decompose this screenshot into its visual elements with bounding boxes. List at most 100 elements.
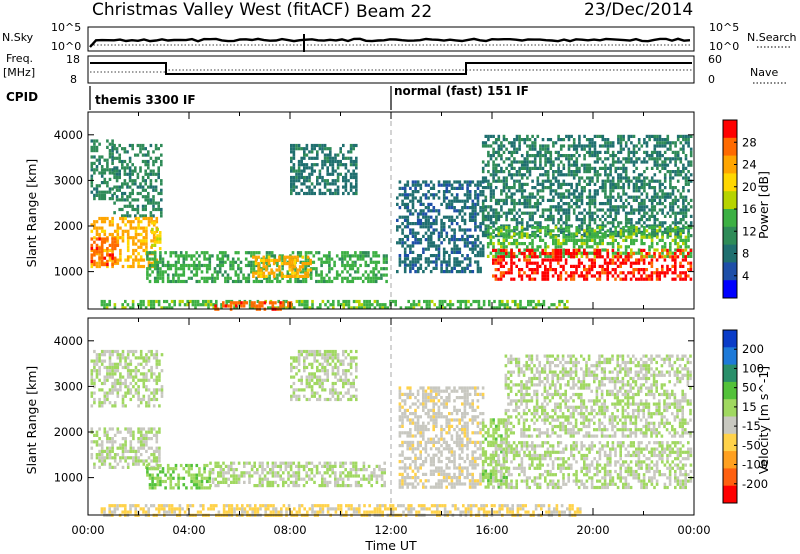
power-echo-cell [520,186,524,190]
velocity-echo-cell [121,353,125,357]
power-echo-cell [622,226,625,230]
power-echo-cell [603,271,607,275]
power-echo-cell [316,150,319,154]
power-echo-cell [627,134,631,138]
power-echo-cell [448,190,451,194]
power-echo-cell [290,166,293,170]
power-echo-cell [111,171,114,175]
power-echo-cell [90,261,94,265]
power-echo-cell [622,232,625,236]
power-echo-cell [585,238,589,242]
power-echo-cell [298,299,301,304]
power-echo-cell [134,179,137,183]
power-echo-cell [318,169,322,173]
power-echo-cell [429,244,433,248]
power-echo-cell [126,245,130,249]
power-echo-cell [308,166,311,170]
power-echo-cell [300,172,303,176]
power-echo-cell [611,254,615,258]
power-echo-cell [640,274,643,278]
power-echo-cell [502,255,505,259]
power-echo-cell [285,299,288,304]
power-echo-cell [494,248,498,252]
power-echo-cell [100,299,104,304]
velocity-echo-cell [93,381,96,386]
power-echo-cell [416,222,420,226]
power-echo-cell [570,277,573,281]
power-echo-cell [151,263,154,268]
power-echo-cell [474,218,477,222]
power-echo-cell [416,180,420,184]
power-echo-cell [250,260,253,264]
power-echo-cell [440,270,443,274]
power-echo-cell [121,236,125,240]
power-echo-cell [248,303,252,307]
power-echo-cell [141,214,145,218]
power-echo-cell [614,166,618,170]
power-echo-cell [100,250,104,254]
power-echo-cell [575,226,578,230]
power-echo-cell [304,257,308,261]
power-echo-cell [432,266,436,270]
power-echo-cell [609,221,612,225]
power-echo-cell [349,182,353,186]
power-echo-cell [154,159,158,164]
power-echo-cell [131,188,134,192]
power-echo-cell [565,208,568,212]
power-echo-cell [567,218,571,222]
power-echo-cell [461,215,464,219]
velocity-echo-cell [103,456,107,460]
power-echo-cell [510,264,513,268]
power-echo-cell [310,147,314,151]
velocity-echo-cell [126,369,130,373]
power-echo-cell [601,226,604,230]
power-echo-cell [648,134,651,138]
power-echo-cell [481,170,485,174]
power-echo-cell [684,195,688,199]
power-echo-cell [252,263,256,268]
power-echo-cell [409,193,412,197]
power-echo-cell [528,248,531,252]
power-echo-cell [367,251,370,255]
power-echo-cell [622,192,625,196]
power-echo-cell [265,260,269,264]
power-echo-cell [231,260,235,264]
velocity-echo-cell [103,391,107,395]
power-echo-cell [565,134,568,138]
power-echo-cell [450,183,454,187]
power-echo-cell [479,254,482,258]
power-echo-cell [497,170,501,174]
power-echo-cell [523,141,527,145]
power-echo-cell [637,173,641,177]
power-echo-cell [307,257,310,261]
power-echo-cell [520,154,524,158]
power-echo-cell [527,303,530,307]
power-echo-cell [275,268,279,272]
velocity-echo-cell [108,462,112,466]
power-echo-cell [661,202,664,206]
power-echo-cell [437,209,441,213]
power-echo-cell [549,186,553,190]
power-echo-cell [111,248,114,253]
velocity-echo-cell [106,394,109,398]
power-echo-cell [635,221,638,225]
power-echo-cell [453,260,456,264]
power-echo-cell [177,260,180,264]
power-echo-cell [442,250,446,254]
power-echo-cell [437,183,441,187]
power-echo-cell [487,211,490,215]
power-echo-cell [627,258,630,262]
power-echo-cell [276,273,279,277]
power-echo-cell [403,215,407,219]
power-echo-cell [98,190,101,194]
power-echo-cell [412,299,416,304]
power-echo-cell [640,179,644,183]
power-echo-cell [572,271,576,275]
power-echo-cell [523,205,527,209]
velocity-echo-cell [103,378,107,382]
power-echo-cell [492,235,495,239]
power-echo-cell [346,260,349,264]
power-echo-cell [627,202,631,206]
velocity-echo-cell [152,404,156,408]
power-echo-cell [401,199,404,203]
